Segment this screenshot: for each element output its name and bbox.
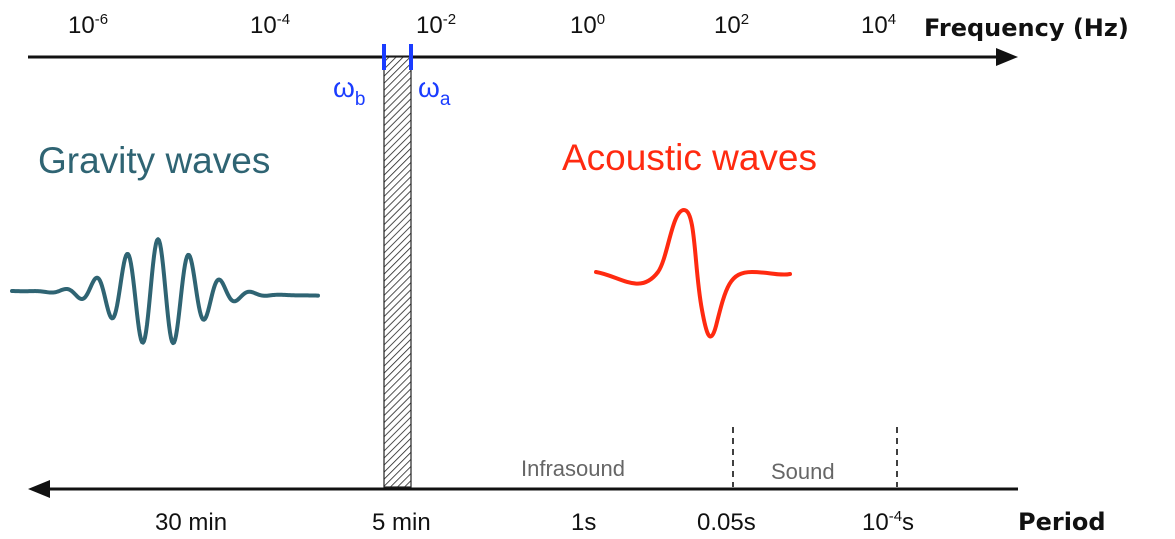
gravity-wave-packet <box>10 237 320 346</box>
gravity-waves-title: Gravity waves <box>38 140 270 181</box>
period-axis-arrowhead <box>28 480 50 498</box>
frequency-tick-label: 100 <box>570 11 605 39</box>
infrasound-label: Infrasound <box>521 456 625 481</box>
cutoff-band-hatched <box>383 56 412 488</box>
frequency-axis-arrowhead <box>996 48 1018 66</box>
period-tick-label: 30 min <box>155 509 227 536</box>
frequency-tick-label: 104 <box>861 11 896 39</box>
frequency-tick-label: 102 <box>714 11 749 39</box>
period-tick-label: 0.05s <box>697 509 756 536</box>
acoustic-waves-title: Acoustic waves <box>562 137 817 178</box>
sound-label: Sound <box>771 459 835 484</box>
acoustic-pulse <box>594 208 792 339</box>
omega-a-label: ωa <box>418 72 451 110</box>
frequency-tick-label: 10-4 <box>250 11 290 39</box>
frequency-tick-label: 10-6 <box>68 11 108 39</box>
period-tick-label: 5 min <box>372 509 431 536</box>
period-tick-label: 1s <box>571 509 596 536</box>
period-axis-title: Period <box>1018 508 1106 536</box>
omega-b-label: ωb <box>333 72 365 110</box>
period-tick-label: 10-4s <box>862 508 914 536</box>
frequency-axis-title: Frequency (Hz) <box>924 14 1129 42</box>
frequency-tick-label: 10-2 <box>416 11 456 39</box>
